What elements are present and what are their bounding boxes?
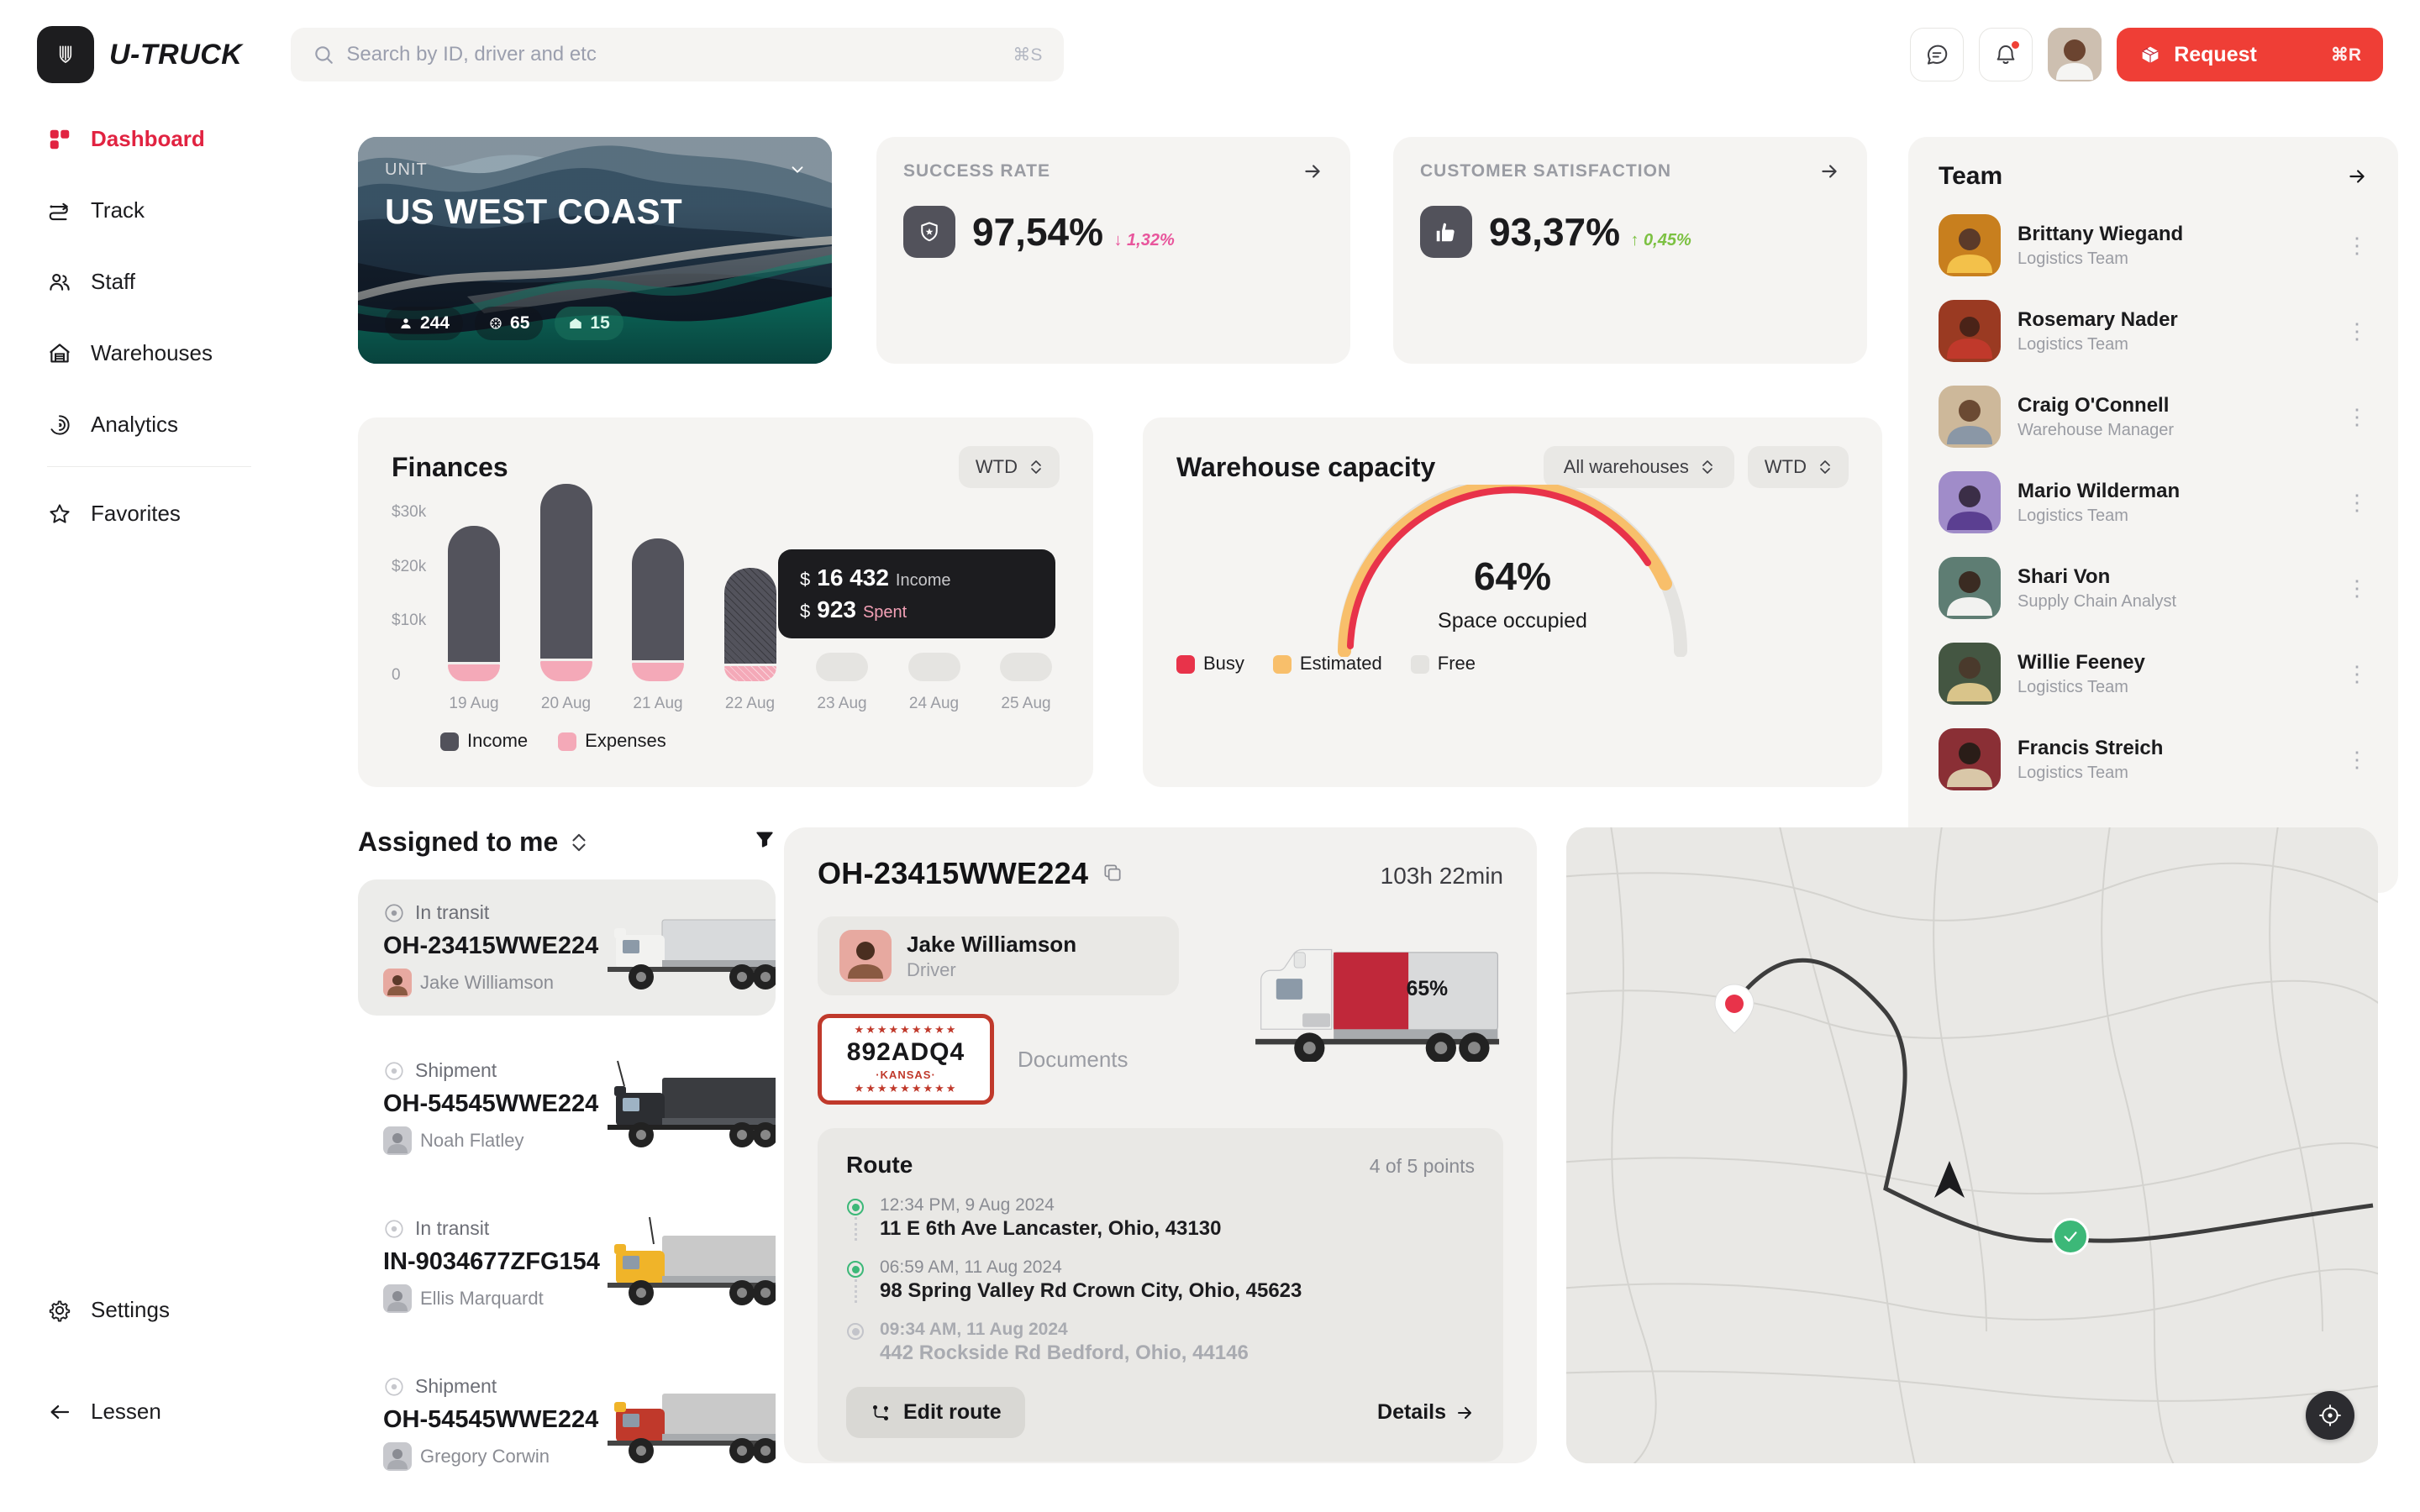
svg-text:65%: 65% [1407,978,1448,1000]
